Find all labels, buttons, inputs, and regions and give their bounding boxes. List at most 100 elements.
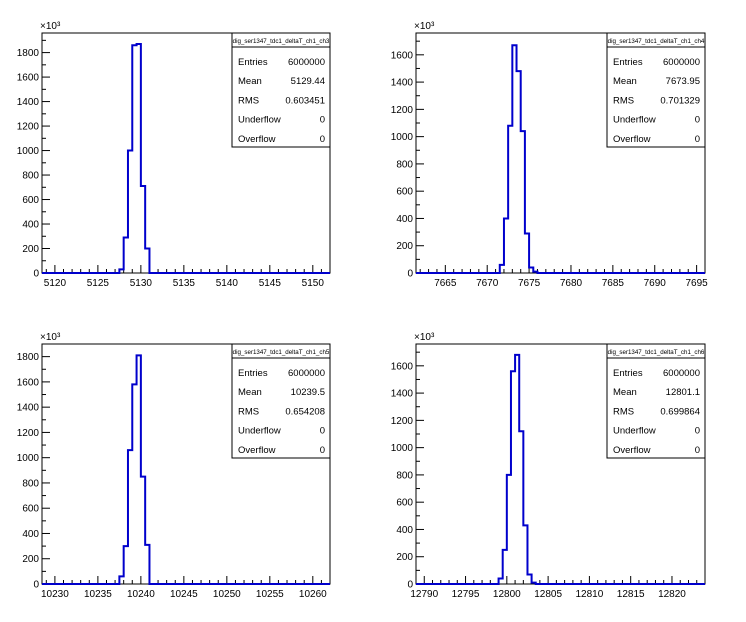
y-exponent-label: ×10³ (414, 21, 435, 32)
stats-value: 6000000 (288, 57, 325, 68)
x-tick-label: 10240 (127, 589, 155, 600)
y-tick-label: 1000 (391, 132, 414, 143)
x-tick-label: 5120 (44, 278, 67, 289)
x-tick-label: 7690 (644, 278, 667, 289)
stats-label: RMS (613, 95, 634, 106)
histogram-pad-2: 7665 7670 7675 7680 7685 7690 7695 0 200 400 600 80… (391, 21, 708, 289)
stats-label: Mean (613, 76, 637, 87)
stats-label: Underflow (238, 115, 281, 126)
stats-label: RMS (238, 406, 259, 417)
x-tick-label: 10255 (256, 589, 284, 600)
stats-value: 0.603451 (285, 95, 325, 106)
stats-label: Entries (613, 368, 643, 379)
x-tick-label: 12795 (452, 589, 480, 600)
stats-label: RMS (238, 95, 259, 106)
x-tick-label: 5135 (173, 278, 196, 289)
histogram-outline (416, 353, 705, 585)
y-tick-label: 1400 (17, 403, 40, 414)
x-tick-label: 10230 (41, 589, 69, 600)
y-tick-label: 200 (22, 554, 39, 565)
y-tick-label: 1000 (17, 453, 40, 464)
histogram-outline (416, 44, 705, 274)
x-tick-label: 5150 (302, 278, 325, 289)
stats-label: Underflow (613, 115, 656, 126)
stats-label: Overflow (613, 134, 651, 145)
histogram-pad-4: 12790 12795 12800 12805 12810 12815 12820 0 200 4… (391, 332, 706, 600)
stats-label: Mean (613, 387, 637, 398)
y-tick-label: 600 (22, 195, 39, 206)
x-tick-label: 12805 (534, 589, 562, 600)
x-tick-label: 5145 (259, 278, 282, 289)
y-tick-label: 0 (33, 269, 39, 280)
stats-value: 0 (695, 115, 700, 126)
y-tick-label: 400 (22, 529, 39, 540)
stats-value: 0.701329 (660, 95, 700, 106)
y-tick-label: 1200 (17, 428, 40, 439)
stats-histogram-name: dig_ser1347_tdc1_deltaT_ch1_ch6 (608, 349, 705, 356)
stats-value: 6000000 (663, 57, 700, 68)
stats-value: 10239.5 (291, 387, 325, 398)
y-tick-label: 600 (396, 498, 413, 509)
stats-value: 5129.44 (291, 76, 325, 87)
x-tick-label: 12815 (617, 589, 645, 600)
histogram-outline (42, 43, 330, 274)
x-tick-label: 7685 (602, 278, 625, 289)
stats-value: 12801.1 (666, 387, 700, 398)
x-tick-label: 12810 (575, 589, 603, 600)
y-tick-label: 400 (22, 220, 39, 231)
y-exponent-label: ×10³ (40, 332, 61, 343)
x-tick-label: 7670 (476, 278, 499, 289)
y-tick-label: 1600 (391, 361, 414, 372)
x-tick-label: 7680 (560, 278, 583, 289)
y-tick-label: 800 (396, 470, 413, 481)
x-tick-label: 12800 (493, 589, 521, 600)
y-tick-label: 1400 (17, 97, 40, 108)
stats-label: Mean (238, 387, 262, 398)
x-tick-label: 7665 (434, 278, 457, 289)
stats-value: 0 (695, 426, 700, 437)
stats-value: 0 (695, 445, 700, 456)
y-tick-label: 1000 (17, 146, 40, 157)
y-tick-label: 800 (22, 478, 39, 489)
stats-value: 0 (320, 445, 325, 456)
y-tick-label: 400 (396, 525, 413, 536)
stats-label: Entries (238, 57, 268, 68)
y-tick-label: 800 (22, 171, 39, 182)
y-tick-label: 1200 (391, 416, 414, 427)
y-exponent-label: ×10³ (414, 332, 435, 343)
stats-value: 6000000 (288, 368, 325, 379)
x-tick-label: 5125 (87, 278, 110, 289)
y-tick-label: 0 (407, 269, 413, 280)
y-tick-label: 200 (396, 552, 413, 563)
y-tick-label: 1600 (391, 50, 414, 61)
x-tick-label: 12790 (410, 589, 438, 600)
stats-label: Mean (238, 76, 262, 87)
y-tick-label: 1000 (391, 443, 414, 454)
stats-box (606, 32, 706, 148)
stats-value: 0.654208 (285, 406, 325, 417)
y-tick-label: 1600 (17, 377, 40, 388)
stats-histogram-name: dig_ser1347_tdc1_deltaT_ch1_ch4 (608, 38, 705, 45)
stats-label: Underflow (613, 426, 656, 437)
x-tick-label: 10250 (213, 589, 241, 600)
stats-label: Overflow (238, 134, 276, 145)
y-tick-label: 600 (396, 187, 413, 198)
histogram-pad-1: 5120 5125 5130 5135 5140 5145 5150 0 200 400 600 80… (17, 21, 331, 289)
x-tick-label: 7695 (685, 278, 708, 289)
y-tick-label: 1800 (17, 352, 40, 363)
histogram-outline (42, 354, 330, 585)
y-tick-label: 1200 (17, 122, 40, 133)
y-tick-label: 1200 (391, 105, 414, 116)
stats-value: 7673.95 (666, 76, 700, 87)
stats-value: 0 (320, 134, 325, 145)
stats-value: 0.699864 (660, 406, 700, 417)
y-tick-label: 400 (396, 214, 413, 225)
stats-histogram-name: dig_ser1347_tdc1_deltaT_ch1_ch3 (233, 38, 330, 45)
stats-label: Underflow (238, 426, 281, 437)
stats-label: Entries (613, 57, 643, 68)
y-tick-label: 600 (22, 504, 39, 515)
stats-histogram-name: dig_ser1347_tdc1_deltaT_ch1_ch5 (233, 349, 330, 356)
y-exponent-label: ×10³ (40, 21, 61, 32)
y-tick-label: 200 (22, 244, 39, 255)
x-tick-label: 12820 (658, 589, 686, 600)
